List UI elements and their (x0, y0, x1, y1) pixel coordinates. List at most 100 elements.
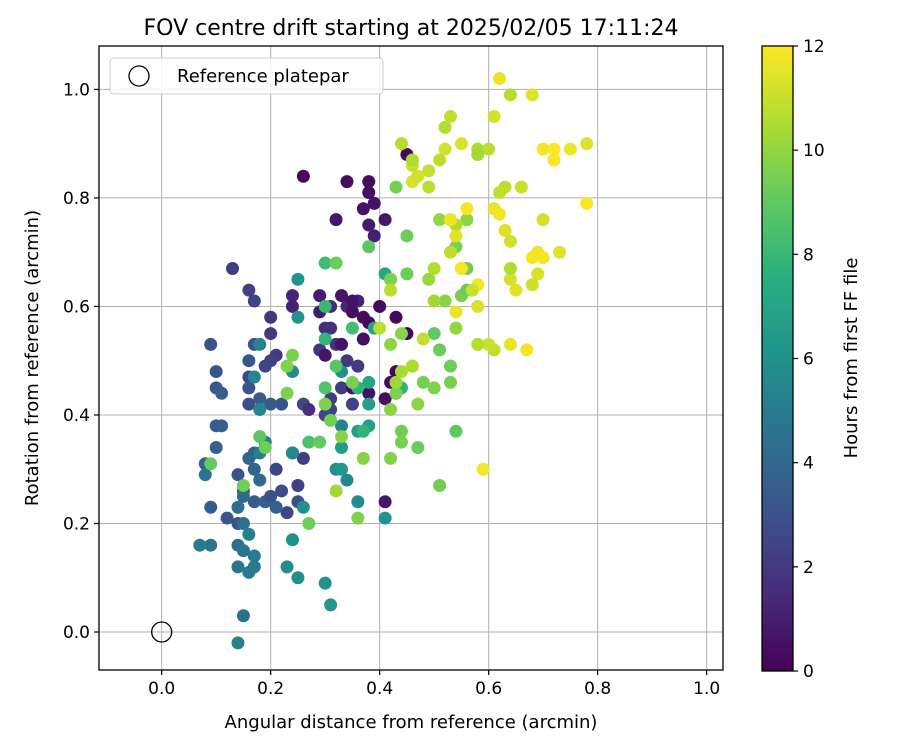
data-point (378, 392, 392, 406)
data-point (313, 289, 327, 303)
data-point (258, 359, 272, 373)
y-tick-label: 0.4 (63, 406, 90, 426)
data-point (335, 337, 349, 351)
data-point (553, 245, 567, 259)
data-point (503, 337, 517, 351)
data-point (493, 72, 507, 86)
data-point (204, 457, 218, 471)
colorbar-tick-label: 2 (803, 558, 814, 578)
data-point (253, 337, 267, 351)
data-point (367, 196, 381, 210)
data-point (454, 137, 468, 151)
data-point (285, 446, 299, 460)
data-point (264, 489, 278, 503)
data-point (384, 272, 398, 286)
data-point (204, 337, 218, 351)
data-point (285, 299, 299, 313)
data-point (378, 511, 392, 525)
data-point (520, 343, 534, 357)
data-point (422, 164, 436, 178)
data-point (264, 327, 278, 341)
data-point (449, 321, 463, 335)
data-point (335, 430, 349, 444)
data-point (384, 337, 398, 351)
data-point (204, 538, 218, 552)
data-point (242, 397, 256, 411)
data-point (291, 310, 305, 324)
data-point (253, 473, 267, 487)
data-point (351, 511, 365, 525)
data-point (318, 332, 332, 346)
data-point (247, 294, 261, 308)
data-point (296, 500, 310, 514)
data-point (318, 381, 332, 395)
data-point (384, 451, 398, 465)
data-point (329, 359, 343, 373)
data-point (345, 397, 359, 411)
data-point (247, 549, 261, 563)
data-point (400, 267, 414, 281)
data-point (416, 332, 430, 346)
data-point (389, 310, 403, 324)
data-point (460, 213, 474, 227)
data-point (389, 375, 403, 389)
data-point (362, 186, 376, 200)
y-tick-label: 0.0 (63, 623, 90, 643)
x-tick-label: 0.4 (366, 679, 393, 699)
x-tick-label: 0.8 (584, 679, 611, 699)
data-point (340, 473, 354, 487)
data-point (193, 538, 207, 552)
data-point (340, 175, 354, 189)
data-point (329, 256, 343, 270)
data-point (394, 365, 408, 379)
data-point (242, 527, 256, 541)
data-point (422, 180, 436, 194)
data-point (394, 327, 408, 341)
data-point (236, 516, 250, 530)
data-point (405, 153, 419, 167)
data-point (536, 213, 550, 227)
data-point (400, 229, 414, 243)
data-point (427, 381, 441, 395)
data-point (236, 489, 250, 503)
data-point (405, 359, 419, 373)
data-point (471, 299, 485, 313)
data-point (444, 245, 458, 259)
colorbar-ticks: 0 2 4 6 8 10 12 (793, 37, 825, 682)
data-point (329, 213, 343, 227)
data-point (226, 261, 240, 275)
data-point (536, 251, 550, 265)
reference-circle-icon (151, 621, 173, 643)
data-point (362, 386, 376, 400)
data-point (242, 283, 256, 297)
data-point (231, 636, 245, 650)
data-point (247, 462, 261, 476)
data-point (487, 343, 501, 357)
data-point (460, 202, 474, 216)
data-points (193, 72, 594, 650)
data-point (465, 283, 479, 297)
data-point (253, 430, 267, 444)
data-point (269, 462, 283, 476)
data-point (285, 289, 299, 303)
data-point (525, 278, 539, 292)
data-point (503, 234, 517, 248)
data-point (253, 392, 267, 406)
data-point (291, 571, 305, 585)
data-point (536, 142, 550, 156)
data-point (231, 560, 245, 574)
data-point (291, 479, 305, 493)
chart-title: FOV centre drift starting at 2025/02/05 … (144, 16, 679, 41)
data-point (318, 397, 332, 411)
data-point (438, 294, 452, 308)
data-point (345, 321, 359, 335)
data-point (345, 305, 359, 319)
data-point (296, 451, 310, 465)
data-point (242, 451, 256, 465)
data-point (329, 484, 343, 498)
data-point (411, 441, 425, 455)
data-point (247, 560, 261, 574)
data-point (340, 354, 354, 368)
x-axis-label: Angular distance from reference (arcmin) (225, 712, 598, 733)
